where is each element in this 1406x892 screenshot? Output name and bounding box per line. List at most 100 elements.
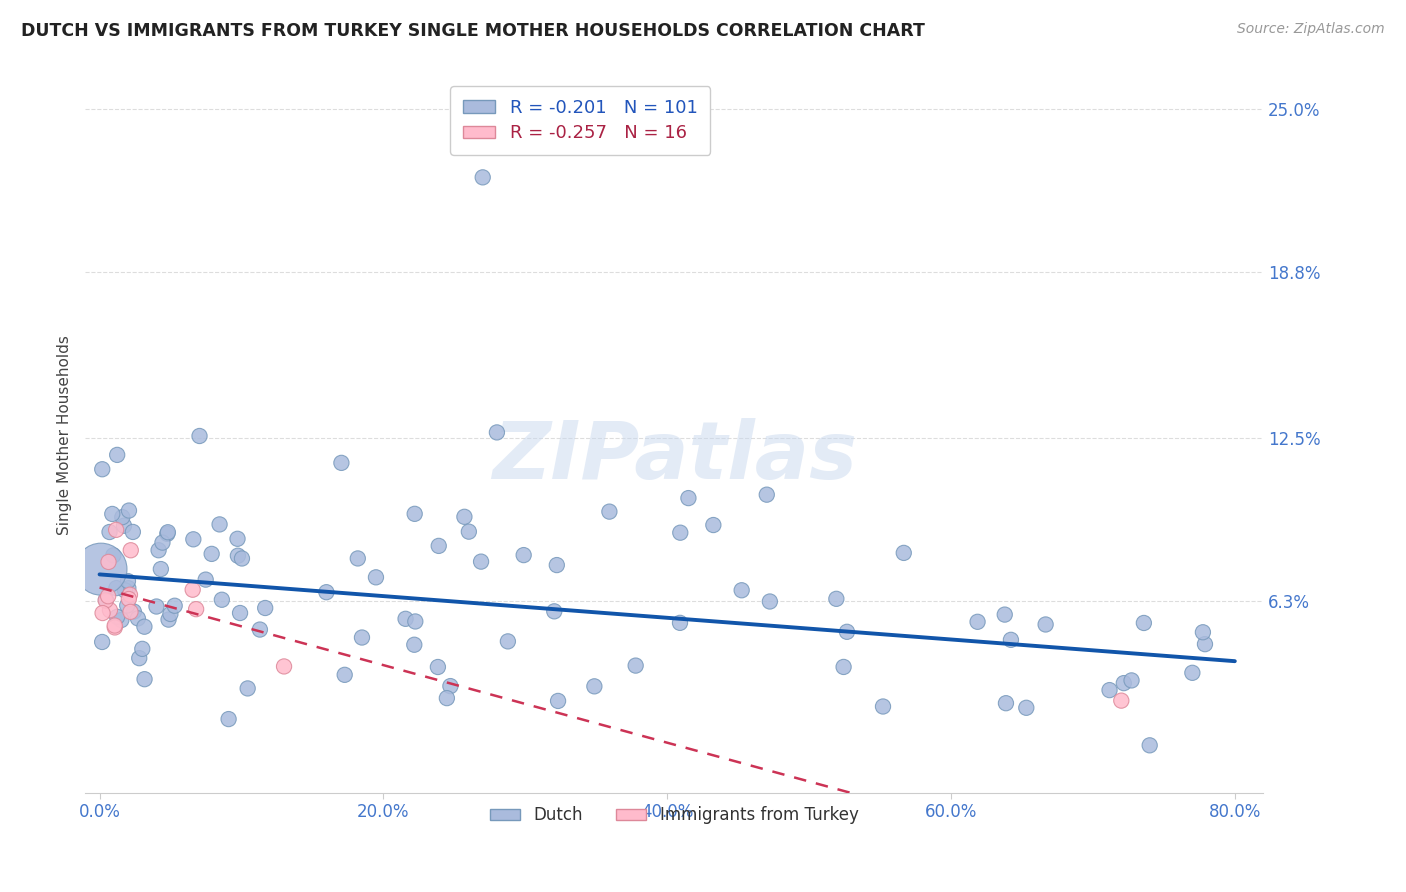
- Point: [254, 601, 277, 615]
- Point: [91, 606, 114, 620]
- Point: [97, 589, 120, 603]
- Point: [94, 593, 117, 607]
- Point: [457, 524, 479, 539]
- Point: [105, 581, 128, 595]
- Point: [364, 570, 387, 584]
- Point: [159, 607, 181, 621]
- Text: DUTCH VS IMMIGRANTS FROM TURKEY SINGLE MOTHER HOUSEHOLDS CORRELATION CHART: DUTCH VS IMMIGRANTS FROM TURKEY SINGLE M…: [21, 22, 925, 40]
- Point: [598, 505, 620, 519]
- Point: [208, 517, 231, 532]
- Point: [128, 651, 150, 665]
- Point: [1121, 673, 1143, 688]
- Point: [91, 635, 114, 649]
- Point: [1112, 676, 1135, 690]
- Point: [1098, 683, 1121, 698]
- Point: [404, 638, 426, 652]
- Point: [236, 681, 259, 696]
- Point: [994, 696, 1017, 710]
- Point: [231, 551, 253, 566]
- Point: [226, 549, 249, 563]
- Point: [1192, 625, 1215, 640]
- Point: [249, 623, 271, 637]
- Point: [94, 592, 117, 607]
- Point: [1194, 637, 1216, 651]
- Point: [120, 543, 142, 558]
- Point: [104, 618, 127, 632]
- Point: [103, 549, 125, 563]
- Point: [678, 491, 700, 505]
- Point: [118, 592, 141, 607]
- Point: [229, 606, 252, 620]
- Point: [97, 555, 120, 569]
- Point: [188, 429, 211, 443]
- Point: [994, 607, 1017, 622]
- Point: [218, 712, 240, 726]
- Point: [1139, 739, 1161, 753]
- Point: [145, 599, 167, 614]
- Legend: Dutch, Immigrants from Turkey: Dutch, Immigrants from Turkey: [479, 797, 869, 834]
- Point: [156, 525, 179, 540]
- Point: [759, 594, 782, 608]
- Point: [439, 679, 461, 693]
- Point: [127, 611, 149, 625]
- Point: [755, 488, 778, 502]
- Point: [1015, 700, 1038, 714]
- Point: [669, 525, 692, 540]
- Point: [183, 533, 205, 547]
- Point: [496, 634, 519, 648]
- Point: [1000, 632, 1022, 647]
- Point: [117, 581, 139, 595]
- Point: [702, 518, 724, 533]
- Point: [163, 599, 186, 613]
- Point: [1133, 615, 1156, 630]
- Point: [485, 425, 508, 440]
- Point: [512, 548, 534, 562]
- Point: [1111, 693, 1133, 707]
- Point: [148, 543, 170, 558]
- Text: Source: ZipAtlas.com: Source: ZipAtlas.com: [1237, 22, 1385, 37]
- Point: [104, 620, 127, 634]
- Point: [893, 546, 915, 560]
- Point: [546, 558, 568, 572]
- Point: [273, 659, 295, 673]
- Point: [436, 691, 458, 706]
- Point: [333, 668, 356, 682]
- Point: [872, 699, 894, 714]
- Point: [117, 574, 139, 588]
- Point: [111, 510, 134, 524]
- Point: [966, 615, 988, 629]
- Point: [471, 170, 494, 185]
- Point: [543, 604, 565, 618]
- Point: [624, 658, 647, 673]
- Point: [105, 523, 128, 537]
- Point: [426, 660, 449, 674]
- Point: [211, 592, 233, 607]
- Point: [105, 448, 128, 462]
- Point: [134, 620, 156, 634]
- Point: [101, 507, 124, 521]
- Point: [91, 462, 114, 476]
- Point: [115, 599, 138, 613]
- Point: [404, 615, 426, 629]
- Point: [394, 612, 416, 626]
- Point: [330, 456, 353, 470]
- Point: [350, 631, 373, 645]
- Point: [194, 573, 217, 587]
- Point: [583, 679, 606, 693]
- Point: [201, 547, 224, 561]
- Point: [112, 518, 135, 533]
- Point: [118, 588, 141, 602]
- Point: [404, 507, 426, 521]
- Point: [110, 613, 132, 627]
- Point: [1181, 665, 1204, 680]
- Point: [427, 539, 450, 553]
- Text: ZIPatlas: ZIPatlas: [492, 417, 856, 495]
- Point: [669, 615, 692, 630]
- Point: [114, 583, 136, 598]
- Point: [226, 532, 249, 546]
- Point: [1035, 617, 1057, 632]
- Point: [98, 524, 121, 539]
- Point: [122, 605, 145, 619]
- Point: [470, 555, 492, 569]
- Point: [832, 660, 855, 674]
